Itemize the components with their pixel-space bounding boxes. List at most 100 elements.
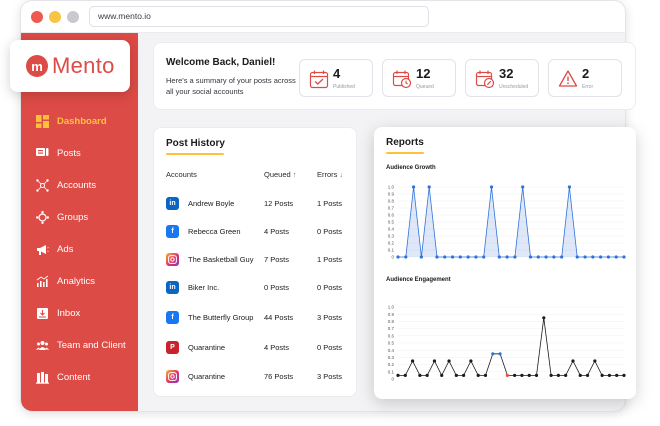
data-point [450, 255, 455, 259]
browser-titlebar: www.mento.io [21, 1, 625, 33]
data-point [482, 255, 486, 259]
y-tick-label: 0.1 [388, 369, 395, 374]
column-header-accounts[interactable]: Accounts [166, 170, 197, 179]
logo-text: Mento [52, 53, 115, 78]
maximize-window-button[interactable] [67, 11, 79, 23]
sidebar-item-label: Groups [57, 211, 89, 223]
account-name: Biker Inc. [188, 283, 220, 292]
sidebar-item-label: Posts [57, 147, 81, 159]
data-point [491, 352, 495, 356]
sidebar-item-accounts[interactable]: Accounts [35, 175, 135, 195]
data-point [489, 185, 494, 189]
table-row[interactable]: The Basketball Guy 7 Posts 1 Posts [154, 252, 358, 268]
column-header-queued[interactable]: Queued ↑ [264, 170, 297, 179]
stat-error[interactable]: 2 Error [548, 59, 622, 97]
inbox-icon [35, 306, 49, 320]
data-point [527, 373, 531, 377]
data-point [622, 255, 626, 259]
stat-queued[interactable]: 12 Queued [382, 59, 456, 97]
table-row[interactable]: P Quarantine 4 Posts 0 Posts [154, 340, 358, 356]
y-tick-label: 0.6 [388, 213, 395, 218]
y-tick-label: 0.4 [388, 227, 395, 232]
table-row[interactable]: Quarantine 76 Posts 3 Posts [154, 369, 358, 385]
data-point [607, 373, 612, 377]
data-point [396, 255, 400, 259]
table-row[interactable]: f The Butterfly Group 44 Posts 3 Posts [154, 310, 358, 326]
sidebar-item-label: Team and Client [57, 339, 126, 351]
dashboard-icon [35, 114, 49, 128]
table-row[interactable]: in Biker Inc. 0 Posts 0 Posts [154, 280, 358, 296]
sidebar-item-label: Content [57, 371, 91, 383]
sidebar-item-team-and-client[interactable]: Team and Client [35, 335, 147, 355]
data-point [432, 359, 437, 363]
calendar-check-icon [309, 69, 329, 89]
data-point [462, 373, 466, 377]
brand-logo[interactable]: m Mento [10, 40, 130, 92]
error-count: 3 Posts [317, 372, 343, 381]
sidebar-item-content[interactable]: Content [35, 367, 135, 387]
team-icon [35, 338, 49, 352]
error-count: 0 Posts [317, 227, 343, 236]
stat-unscheduled[interactable]: 32 Unscheduled [465, 59, 539, 97]
sort-down-icon: ↓ [339, 170, 344, 179]
groups-icon [35, 210, 49, 224]
audience-engagement-chart[interactable]: 1.0 0.9 0.8 0.7 0.6 0.5 0.4 0.3 0.2 0.1 0 [374, 301, 636, 385]
post-history-card: Post History Accounts Queued ↑ Errors ↓ … [153, 127, 357, 397]
data-point [583, 255, 587, 259]
data-point [466, 255, 470, 259]
data-point [469, 359, 473, 363]
account-name: Quarantine [188, 343, 226, 352]
y-tick-label: 0.5 [388, 341, 395, 346]
stat-value: 12 [416, 66, 431, 81]
accounts-icon [35, 178, 49, 192]
column-header-label: Errors [317, 170, 338, 179]
data-point [410, 359, 415, 363]
error-count: 3 Posts [317, 313, 343, 322]
sort-up-icon: ↑ [292, 170, 297, 179]
stat-value: 4 [333, 66, 341, 81]
account-name: Rebecca Green [188, 227, 241, 236]
stat-published[interactable]: 4 Published [299, 59, 373, 97]
data-point [591, 255, 595, 259]
error-count: 0 Posts [317, 283, 343, 292]
audience-growth-title: Audience Growth [386, 165, 436, 171]
audience-growth-chart[interactable]: 1.0 0.9 0.8 0.7 0.6 0.5 0.4 0.3 0.2 0.1 0 [374, 179, 636, 269]
sidebar: Dashboard Posts Accounts Groups Ads [21, 33, 138, 411]
sidebar-item-label: Inbox [57, 307, 81, 319]
sidebar-item-label: Ads [57, 243, 74, 255]
column-header-label: Queued [264, 170, 291, 179]
sidebar-item-label: Analytics [57, 275, 96, 287]
sidebar-item-groups[interactable]: Groups [35, 207, 135, 227]
calendar-clock-icon [392, 69, 412, 89]
data-point [498, 352, 502, 356]
title-underline [166, 153, 224, 155]
welcome-card: Welcome Back, Daniel! Here's a summary o… [153, 42, 636, 110]
close-window-button[interactable] [31, 11, 43, 23]
stat-value: 2 [582, 66, 590, 81]
sidebar-item-posts[interactable]: Posts [35, 143, 135, 163]
minimize-window-button[interactable] [49, 11, 61, 23]
sidebar-item-dashboard[interactable]: Dashboard [35, 111, 135, 131]
table-row[interactable]: f Rebecca Green 4 Posts 0 Posts [154, 224, 358, 240]
queued-count: 4 Posts [264, 227, 290, 236]
data-point [521, 185, 525, 189]
title-underline [386, 152, 424, 154]
sidebar-item-ads[interactable]: Ads [35, 239, 135, 259]
sidebar-item-analytics[interactable]: Analytics [35, 271, 135, 291]
reports-card: Reports Audience Growth 1.0 0.9 0.8 0.7 0.6 0… [374, 127, 636, 399]
address-bar[interactable]: www.mento.io [89, 6, 429, 27]
linkedin-icon: in [166, 281, 179, 294]
queued-count: 0 Posts [264, 283, 290, 292]
queued-count: 76 Posts [264, 372, 294, 381]
table-row[interactable]: in Andrew Boyle 12 Posts 1 Posts [154, 196, 358, 212]
megaphone-icon [35, 242, 49, 256]
column-header-errors[interactable]: Errors ↓ [317, 170, 343, 179]
account-name: Quarantine [188, 372, 226, 381]
y-tick-label: 0.6 [388, 333, 395, 338]
data-point [425, 373, 429, 377]
stat-label: Error [582, 84, 594, 90]
sidebar-item-inbox[interactable]: Inbox [35, 303, 135, 323]
y-tick-label: 0 [391, 255, 394, 260]
queued-count: 12 Posts [264, 199, 294, 208]
y-tick-label: 0 [391, 377, 394, 382]
